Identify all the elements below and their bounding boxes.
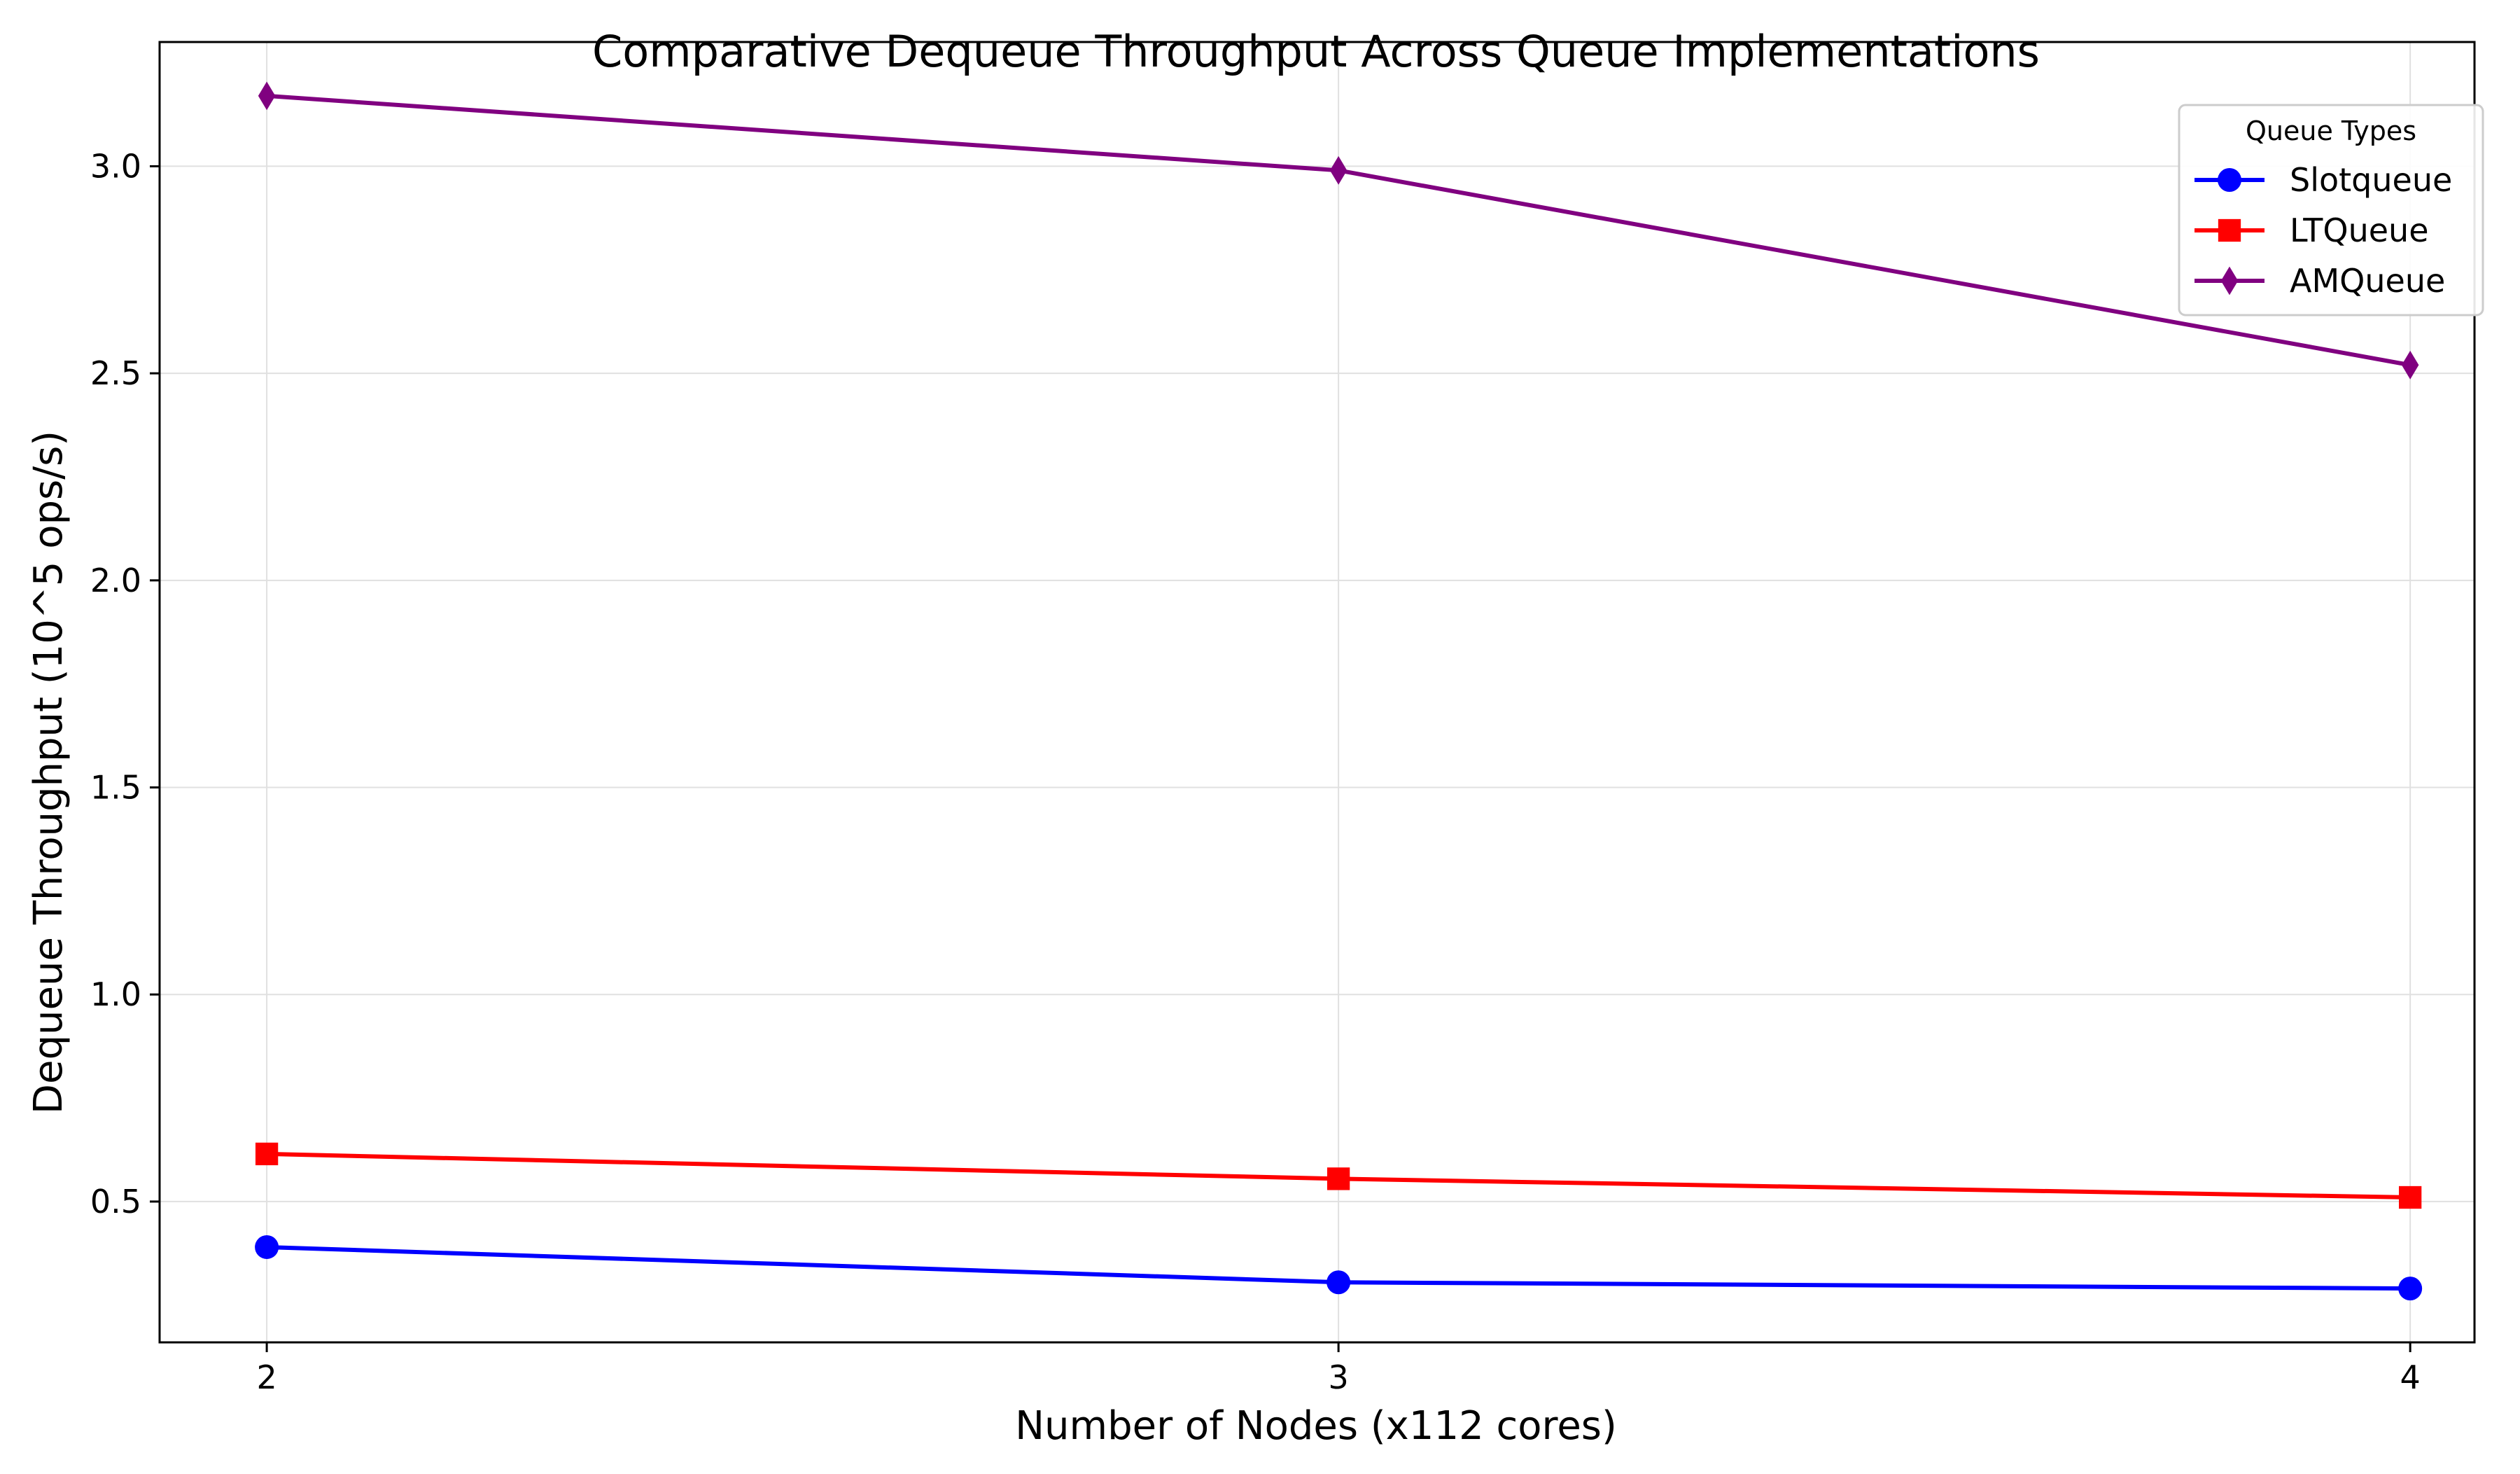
y-tick-label: 3.0 xyxy=(90,147,141,185)
x-axis-label: Number of Nodes (x112 cores) xyxy=(1015,1403,1617,1449)
data-point-ltqueue xyxy=(2398,1186,2422,1209)
legend-title: Queue Types xyxy=(2246,116,2416,146)
x-tick-label: 2 xyxy=(256,1358,276,1396)
legend-frame xyxy=(2178,104,2484,317)
y-tick-label: 1.0 xyxy=(90,975,141,1013)
legend-marker-amqueue xyxy=(2220,266,2239,296)
data-point-slotqueue xyxy=(2398,1277,2423,1301)
data-point-slotqueue xyxy=(1326,1270,1351,1295)
chart-title: Comparative Dequeue Throughput Across Qu… xyxy=(592,26,2040,77)
series-amqueue xyxy=(258,81,2419,380)
data-point-ltqueue xyxy=(1326,1167,1350,1190)
x-tick-label: 3 xyxy=(1328,1358,1348,1396)
data-point-amqueue xyxy=(1329,155,1348,185)
series-layer xyxy=(255,81,2423,1301)
legend-marker-slotqueue xyxy=(2218,168,2241,192)
y-axis-label: Dequeue Throughput (10^5 ops/s) xyxy=(26,431,71,1114)
y-tick-label: 2.0 xyxy=(90,562,141,599)
y-tick-label: 0.5 xyxy=(90,1183,141,1221)
data-point-amqueue xyxy=(2401,350,2419,380)
legend-marker-ltqueue xyxy=(2218,218,2241,242)
plot-frame xyxy=(158,41,2476,1344)
series-ltqueue xyxy=(255,1142,2422,1209)
legend: Queue Types Slotqueue LTQueue AMQueue xyxy=(2178,104,2484,317)
x-tick-label: 4 xyxy=(2400,1358,2420,1396)
legend-label-slotqueue: Slotqueue xyxy=(2290,161,2452,199)
data-point-slotqueue xyxy=(255,1235,279,1259)
legend-label-ltqueue: LTQueue xyxy=(2290,211,2429,249)
series-slotqueue xyxy=(255,1235,2423,1301)
y-tick-label: 2.5 xyxy=(90,354,141,392)
data-point-amqueue xyxy=(258,81,276,111)
data-point-ltqueue xyxy=(255,1142,279,1166)
y-tick-label: 1.5 xyxy=(90,769,141,807)
legend-label-amqueue: AMQueue xyxy=(2290,262,2445,300)
axis-ticks: 2 3 4 0.5 1.0 1.5 2.0 2.5 3.0 xyxy=(90,147,2421,1396)
